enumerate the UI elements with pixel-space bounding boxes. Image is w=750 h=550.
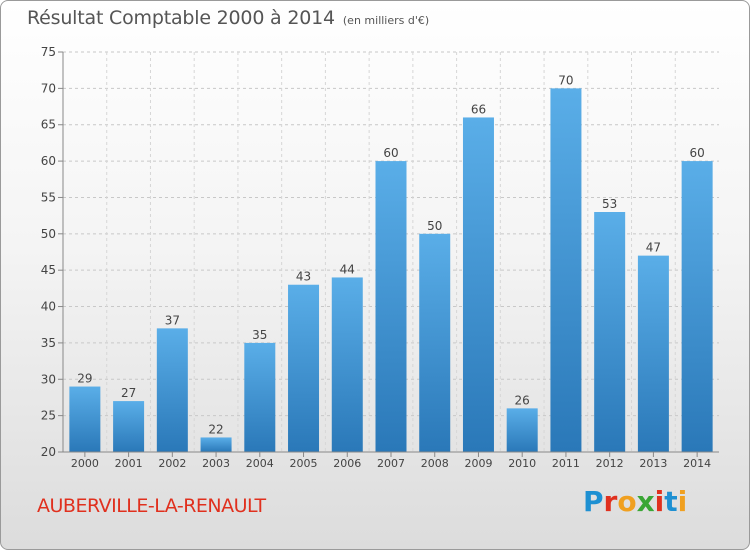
bars: 29 27 37 22 35 43 44 60 50 66 26 70 53 47 60 [69,73,713,453]
bar [506,408,538,452]
bar-value-label: 44 [340,262,355,276]
bar [375,161,407,452]
bar-value-label: 22 [208,422,223,436]
bar-value-label: 50 [427,219,442,233]
logo-letter: r [603,485,618,518]
bar-value-label: 35 [252,328,267,342]
x-tick-label: 2007 [377,457,405,470]
x-tick-label: 2009 [464,457,492,470]
x-tick-label: 2000 [71,457,99,470]
y-tick-label: 45 [41,263,56,277]
bar [594,212,626,452]
bar-value-label: 66 [471,102,486,116]
bar-value-label: 29 [77,372,92,386]
y-tick-label: 60 [41,154,56,168]
bar-value-label: 27 [121,386,136,400]
x-tick-label: 2005 [290,457,318,470]
bar [637,255,669,452]
bar [331,277,363,452]
bar [550,88,582,452]
bar [200,437,232,452]
logo-letter: P [583,485,604,518]
bar [419,233,451,452]
logo-letter: i [654,485,665,518]
bar-value-label: 37 [165,313,180,327]
x-tick-label: 2004 [246,457,274,470]
y-tick-label: 30 [41,372,56,386]
bar [113,401,145,452]
axes: 20 25 30 35 40 45 50 55 60 65 70 75 2000 2001 2002 2003… [41,45,719,470]
x-tick-label: 2013 [639,457,667,470]
chart-title-unit: (en milliers d'€) [342,14,430,27]
x-tick-label: 2006 [333,457,361,470]
x-tick-label: 2003 [202,457,230,470]
y-tick-label: 20 [41,445,56,459]
y-tick-label: 50 [41,227,56,241]
bar [462,117,494,453]
logo-letter: o [617,485,637,518]
logo-letter: t [664,485,678,518]
y-tick-label: 55 [41,190,56,204]
y-tick-label: 25 [41,409,56,423]
bar-value-label: 53 [602,197,617,211]
place-name: AUBERVILLE-LA-RENAULT [37,495,266,517]
bar-value-label: 60 [689,146,704,160]
x-tick-label: 2011 [552,457,580,470]
bar-value-label: 26 [515,393,530,407]
chart-title: Résultat Comptable 2000 à 2014 (en millie… [27,7,429,29]
bar-value-label: 70 [558,73,573,87]
bar [681,161,713,452]
bar-value-label: 47 [646,241,661,255]
y-tick-label: 75 [41,45,56,59]
logo-letter: i [677,485,688,518]
bar-value-label: 43 [296,270,311,284]
y-tick-label: 35 [41,336,56,350]
bar [288,284,320,452]
bar [244,342,276,452]
bar [156,328,188,452]
bar-value-label: 60 [383,146,398,160]
x-tick-label: 2010 [508,457,536,470]
logo-letter: x [636,485,655,518]
x-tick-label: 2014 [683,457,711,470]
x-tick-label: 2012 [596,457,624,470]
x-tick-label: 2002 [158,457,186,470]
y-tick-label: 65 [41,118,56,132]
chart-title-main: Résultat Comptable 2000 à 2014 [27,7,335,29]
x-tick-label: 2001 [115,457,143,470]
x-tick-label: 2008 [421,457,449,470]
y-tick-label: 70 [41,81,56,95]
y-tick-label: 40 [41,300,56,314]
bar [69,386,101,452]
proxiti-logo: Proxiti [583,485,687,518]
